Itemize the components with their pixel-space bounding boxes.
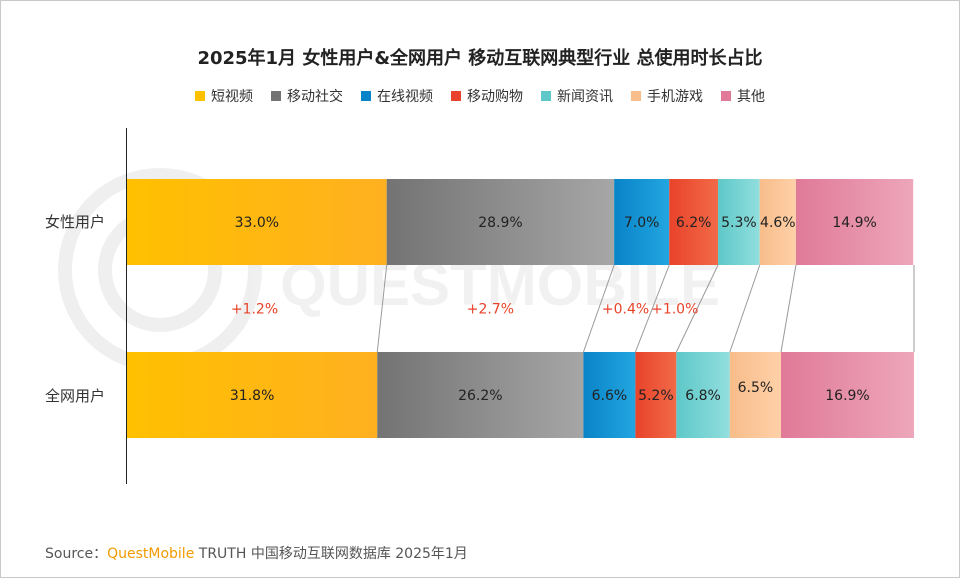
bar-segment bbox=[127, 352, 378, 438]
legend-swatch bbox=[361, 91, 371, 101]
connector-line bbox=[376, 264, 388, 353]
legend-item: 其他 bbox=[721, 86, 765, 106]
connector-line bbox=[729, 264, 761, 353]
legend-swatch bbox=[541, 91, 551, 101]
legend-item: 短视频 bbox=[195, 86, 253, 106]
bar-value-label: 28.9% bbox=[478, 215, 522, 231]
bar-segment bbox=[676, 352, 730, 438]
legend-label: 短视频 bbox=[211, 89, 253, 105]
bar-segment bbox=[718, 179, 760, 265]
legend-item: 移动购物 bbox=[451, 86, 523, 106]
bar-segment bbox=[386, 179, 615, 265]
bar-value-label: 6.2% bbox=[676, 215, 712, 231]
bar-value-label: 33.0% bbox=[235, 215, 279, 231]
bar-segment bbox=[377, 352, 584, 438]
source-text: TRUTH 中国移动互联网数据库 2025年1月 bbox=[194, 546, 468, 562]
difference-label: +1.2% bbox=[231, 302, 278, 318]
bar-segment bbox=[780, 352, 914, 438]
connector-line bbox=[582, 264, 615, 353]
bar-segment bbox=[729, 352, 781, 438]
bar-value-label: 16.9% bbox=[825, 388, 869, 404]
legend-label: 移动社交 bbox=[287, 89, 343, 105]
bar-segment bbox=[583, 352, 636, 438]
bar-value-label: 6.8% bbox=[685, 388, 721, 404]
chart-title: 2025年1月 女性用户&全网用户 移动互联网典型行业 总使用时长占比 bbox=[197, 48, 763, 69]
bar-value-label: 6.6% bbox=[592, 388, 628, 404]
connector-line bbox=[675, 264, 719, 353]
bar-segment bbox=[759, 179, 796, 265]
legend-swatch bbox=[721, 91, 731, 101]
bar-segment bbox=[795, 179, 914, 265]
source-prefix: Source： bbox=[45, 546, 108, 562]
legend-label: 手机游戏 bbox=[647, 89, 703, 105]
legend-item: 移动社交 bbox=[271, 86, 343, 106]
bar-value-label: 5.2% bbox=[638, 388, 674, 404]
legend-label: 新闻资讯 bbox=[557, 89, 613, 105]
source-note: Source：QuestMobile TRUTH 中国移动互联网数据库 2025… bbox=[45, 543, 468, 563]
y-axis-line bbox=[126, 128, 127, 484]
bar-segment bbox=[127, 179, 387, 265]
legend-label: 在线视频 bbox=[377, 89, 433, 105]
source-brand: QuestMobile bbox=[107, 546, 195, 562]
legend-label: 其他 bbox=[737, 89, 765, 105]
legend-swatch bbox=[631, 91, 641, 101]
bar-value-label: 7.0% bbox=[624, 215, 660, 231]
bar-segment bbox=[635, 352, 677, 438]
legend-item: 在线视频 bbox=[361, 86, 433, 106]
category-label-female: 女性用户 bbox=[45, 213, 106, 231]
bar-value-label: 26.2% bbox=[458, 388, 502, 404]
bar-value-label: 5.3% bbox=[721, 215, 757, 231]
connector-line bbox=[780, 264, 797, 353]
legend-label: 移动购物 bbox=[467, 89, 523, 105]
difference-label: +0.4% bbox=[602, 302, 649, 318]
legend: 短视频 移动社交 在线视频 移动购物 新闻资讯 手机游戏 其他 bbox=[0, 86, 960, 106]
bar-value-label: 31.8% bbox=[230, 388, 274, 404]
legend-swatch bbox=[451, 91, 461, 101]
legend-item: 手机游戏 bbox=[631, 86, 703, 106]
category-label-all: 全网用户 bbox=[45, 387, 106, 405]
bar-value-label: 4.6% bbox=[760, 215, 796, 231]
bar-value-label: 14.9% bbox=[832, 215, 876, 231]
bar-segment bbox=[669, 179, 719, 265]
connector-line bbox=[634, 264, 670, 353]
legend-item: 新闻资讯 bbox=[541, 86, 613, 106]
legend-swatch bbox=[195, 91, 205, 101]
difference-label: +1.0% bbox=[651, 302, 698, 318]
bar-value-label: 6.5% bbox=[738, 380, 774, 396]
bar-segment bbox=[614, 179, 670, 265]
difference-label: +2.7% bbox=[467, 302, 514, 318]
legend-swatch bbox=[271, 91, 281, 101]
